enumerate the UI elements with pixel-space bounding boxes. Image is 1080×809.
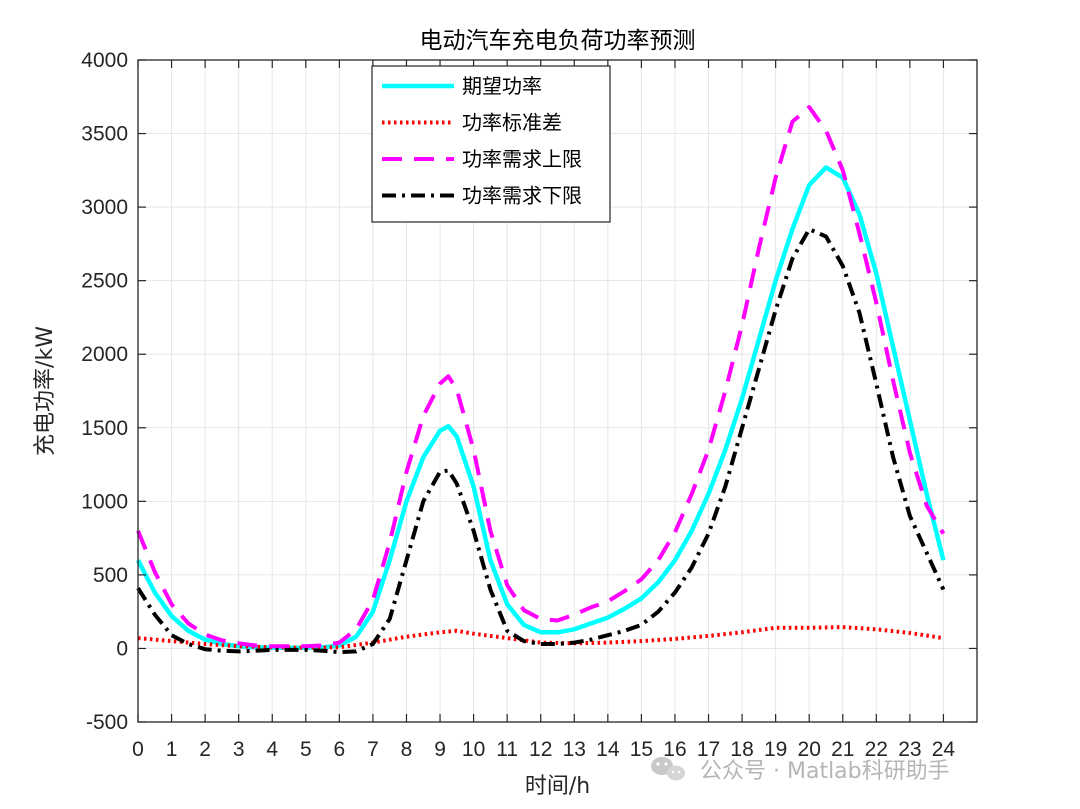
x-tick-label: 5 bbox=[300, 738, 312, 761]
x-tick-label: 2 bbox=[199, 738, 211, 761]
y-tick-label: 2000 bbox=[81, 343, 128, 366]
x-tick-label: 7 bbox=[367, 738, 379, 761]
x-tick-label: 20 bbox=[798, 738, 821, 761]
y-tick-label: 3000 bbox=[81, 196, 128, 219]
x-tick-label: 8 bbox=[401, 738, 413, 761]
x-tick-label: 17 bbox=[697, 738, 720, 761]
wechat-icon bbox=[651, 757, 685, 781]
x-tick-label: 23 bbox=[898, 738, 921, 761]
legend-entry: 功率需求下限 bbox=[462, 184, 582, 208]
x-tick-label: 4 bbox=[266, 738, 278, 761]
x-tick-label: 12 bbox=[529, 738, 552, 761]
x-tick-label: 11 bbox=[496, 738, 518, 761]
legend-entry: 期望功率 bbox=[462, 74, 542, 98]
y-tick-label: 2500 bbox=[81, 270, 128, 293]
legend-entry: 功率需求上限 bbox=[462, 147, 582, 171]
y-tick-label: 1500 bbox=[81, 417, 128, 440]
x-tick-label: 10 bbox=[462, 738, 485, 761]
x-tick-label: 14 bbox=[596, 738, 620, 761]
y-tick-label: 3500 bbox=[81, 123, 128, 146]
y-axis-label: 充电功率/kW bbox=[33, 326, 58, 456]
chart-title: 电动汽车充电负荷功率预测 bbox=[420, 28, 696, 54]
x-tick-label: 15 bbox=[630, 738, 653, 761]
x-tick-label: 0 bbox=[132, 738, 144, 761]
x-tick-label: 16 bbox=[663, 738, 686, 761]
x-tick-label: 13 bbox=[563, 738, 586, 761]
series-line bbox=[136, 227, 946, 655]
series-lines bbox=[136, 105, 946, 655]
x-axis-label: 时间/h bbox=[525, 774, 590, 799]
x-tick-label: 22 bbox=[865, 738, 888, 761]
watermark-text: 公众号 · Matlab科研助手 bbox=[700, 759, 950, 784]
x-tick-label: 6 bbox=[334, 738, 346, 761]
x-tick-label: 18 bbox=[730, 738, 753, 761]
x-tick-label: 1 bbox=[166, 738, 178, 761]
x-tick-label: 21 bbox=[831, 738, 854, 761]
x-tick-label: 3 bbox=[233, 738, 245, 761]
series-line bbox=[136, 105, 946, 649]
y-tick-label: 4000 bbox=[81, 49, 128, 72]
x-tick-label: 24 bbox=[932, 738, 956, 761]
plot-area-border bbox=[137, 59, 978, 723]
y-tick-label: 0 bbox=[116, 637, 128, 660]
watermark: 公众号 · Matlab科研助手 bbox=[651, 757, 950, 784]
y-tick-label: -500 bbox=[86, 711, 128, 734]
axis-ticks: 0 1 2 3 4 5 6 7 8 9 10 11 12 13 14 15 16 17 18 19 20 21 22 23 24… bbox=[81, 49, 977, 761]
legend-entry: 功率标准差 bbox=[462, 111, 562, 135]
x-tick-label: 19 bbox=[764, 738, 787, 761]
x-tick-label: 9 bbox=[434, 738, 446, 761]
y-tick-label: 500 bbox=[93, 564, 128, 587]
y-tick-label: 1000 bbox=[81, 490, 128, 513]
